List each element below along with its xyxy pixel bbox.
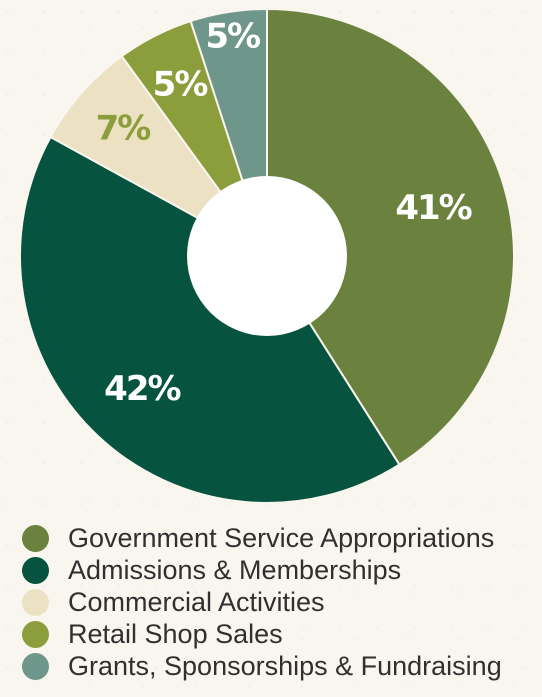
- legend-label: Government Service Appropriations: [68, 522, 495, 553]
- slice-label-3: 5%: [153, 64, 208, 104]
- donut-chart: 41%42%7%5%5%: [19, 7, 515, 504]
- slice-label-1: 42%: [104, 369, 180, 409]
- legend-label: Retail Shop Sales: [68, 618, 283, 649]
- legend-swatch: [22, 556, 49, 584]
- legend-label: Grants, Sponsorships & Fundraising: [68, 650, 502, 681]
- slice-label-0: 41%: [395, 188, 471, 228]
- legend-item: Commercial Activities: [22, 584, 502, 620]
- legend-swatch: [22, 524, 49, 552]
- slice-label-4: 5%: [205, 16, 260, 56]
- legend-item: Grants, Sponsorships & Fundraising: [22, 648, 502, 684]
- chart-legend: Government Service Appropriations Admissi…: [22, 520, 502, 681]
- legend-swatch: [22, 652, 49, 680]
- legend-label: Commercial Activities: [68, 586, 325, 617]
- pie-slice-1: [19, 135, 401, 504]
- legend-swatch: [22, 588, 49, 616]
- legend-item: Government Service Appropriations: [22, 520, 502, 556]
- legend-item: Admissions & Memberships: [22, 552, 502, 588]
- legend-swatch: [22, 620, 49, 648]
- donut-hole: [187, 176, 347, 336]
- slice-label-2: 7%: [96, 109, 151, 149]
- pie-slice-0: [266, 7, 515, 466]
- legend-label: Admissions & Memberships: [68, 554, 402, 585]
- legend-item: Retail Shop Sales: [22, 616, 502, 652]
